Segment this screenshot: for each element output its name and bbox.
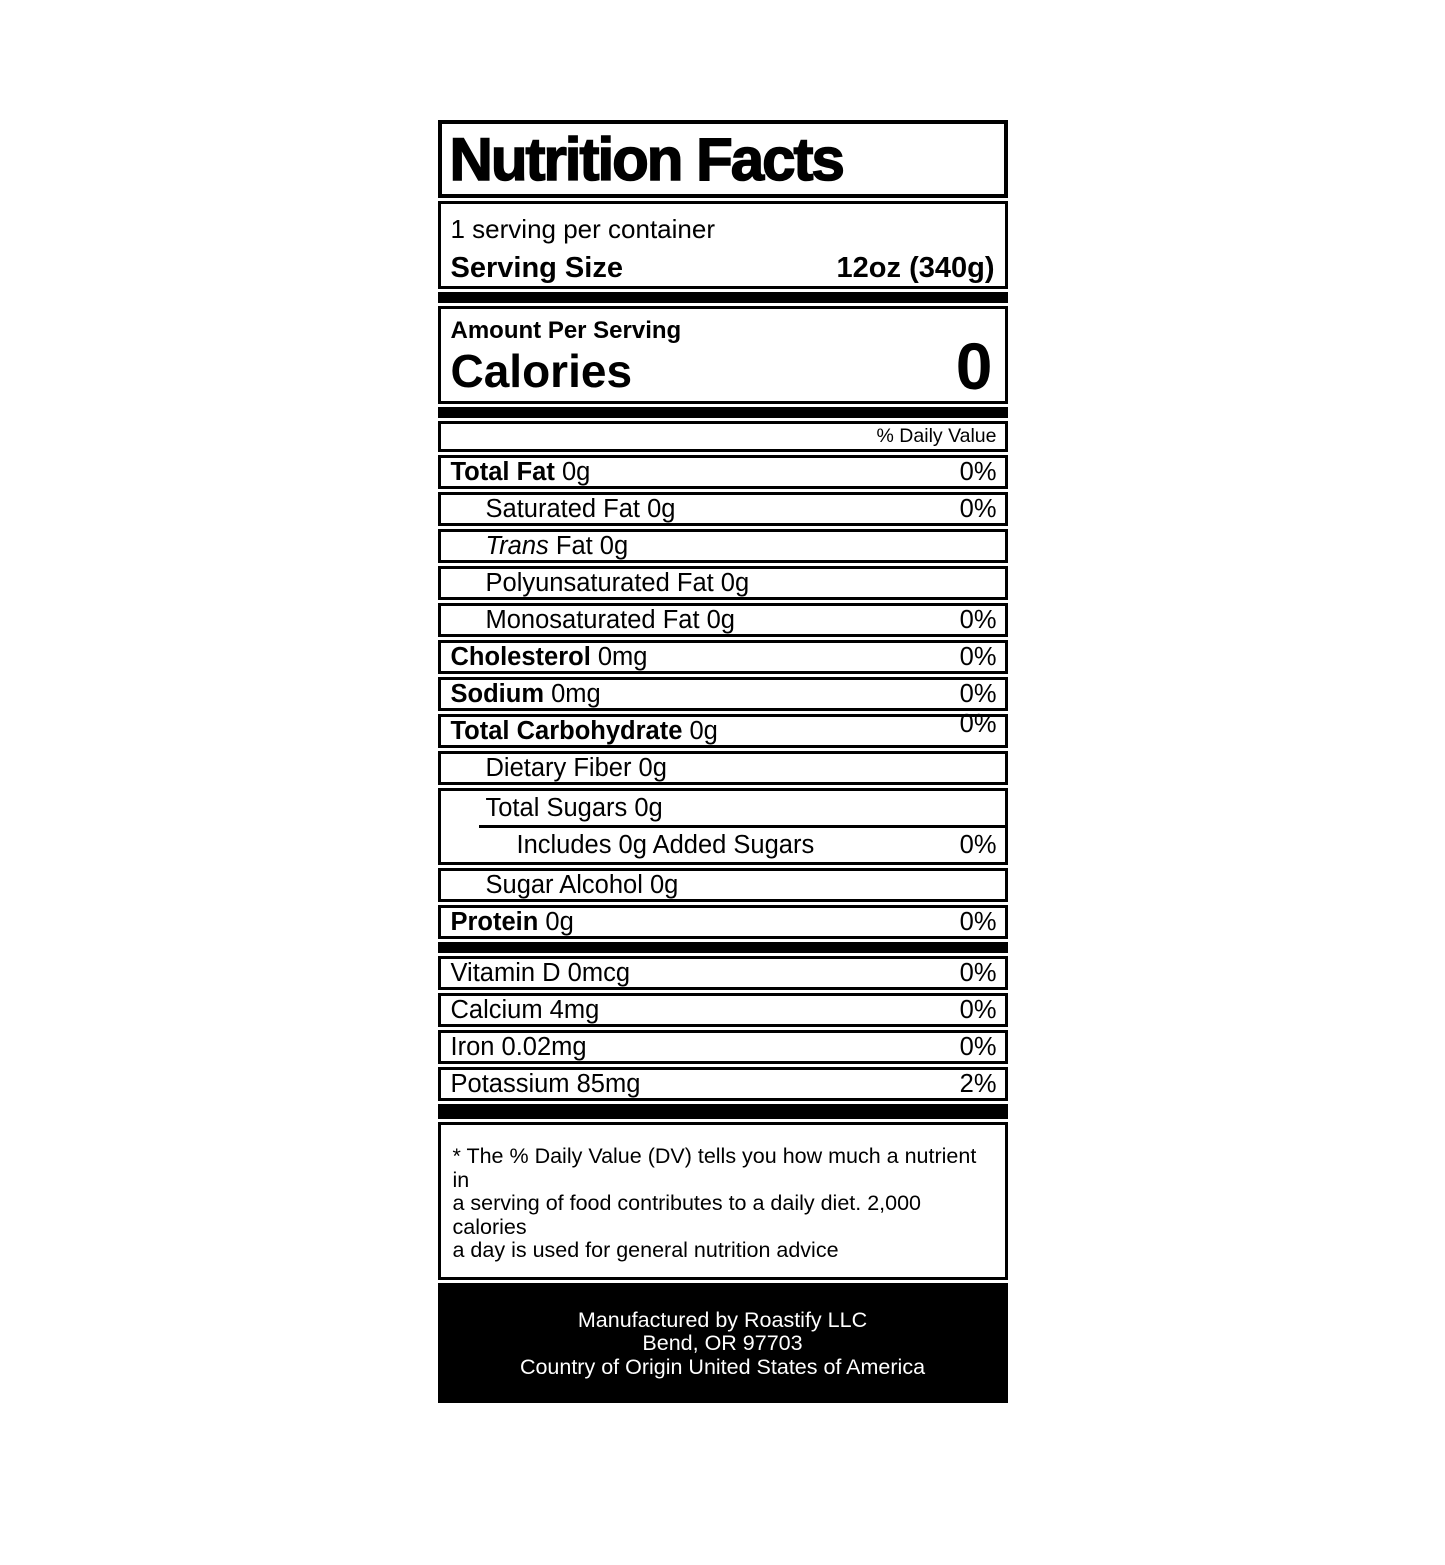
sugars-divider	[478, 825, 1005, 828]
serving-size-label: Serving Size	[450, 252, 623, 284]
nutrient-daily-value: 0%	[959, 642, 997, 671]
nutrient-name: Includes 0g Added Sugars	[516, 830, 815, 859]
nutrient-row-iron: Iron 0.02mg 0%	[437, 1030, 1008, 1064]
nutrient-daily-value: 0%	[959, 709, 997, 738]
nutrient-name: Calcium 4mg	[450, 995, 600, 1024]
daily-value-header: % Daily Value	[876, 425, 997, 447]
daily-value-footnote: * The % Daily Value (DV) tells you how m…	[437, 1122, 1008, 1280]
calories-box: Amount Per Serving Calories 0	[437, 306, 1008, 404]
nutrient-row-added-sugars: Includes 0g Added Sugars 0%	[441, 828, 1005, 862]
nutrient-daily-value: 0%	[959, 830, 997, 859]
title-box: Nutrition Facts	[437, 120, 1008, 198]
manufacturer-line: Bend, OR 97703	[642, 1331, 803, 1355]
nutrient-daily-value: 0%	[959, 995, 997, 1024]
nutrient-daily-value: 0%	[959, 457, 997, 486]
nutrient-name: Trans Fat 0g	[485, 531, 629, 560]
divider-bar	[437, 407, 1008, 418]
nutrient-name: Iron 0.02mg	[450, 1032, 587, 1061]
serving-info-box: 1 serving per container Serving Size 12o…	[437, 201, 1008, 289]
footnote-line: a day is used for general nutrition advi…	[452, 1238, 839, 1262]
serving-size-value: 12oz (340g)	[836, 252, 995, 284]
divider-bar	[437, 1104, 1008, 1119]
nutrient-row-monosaturated-fat: Monosaturated Fat 0g 0%	[437, 603, 1008, 637]
nutrient-daily-value: 0%	[959, 907, 997, 936]
nutrient-row-sugar-alcohol: Sugar Alcohol 0g	[437, 868, 1008, 902]
footnote-line: * The % Daily Value (DV) tells you how m…	[452, 1144, 977, 1192]
nutrient-name: Dietary Fiber 0g	[485, 753, 667, 782]
nutrient-daily-value: 0%	[959, 494, 997, 523]
nutrient-row-sodium: Sodium 0mg 0%	[437, 677, 1008, 711]
nutrient-row-vitamin-d: Vitamin D 0mcg 0%	[437, 956, 1008, 990]
amount-per-serving-label: Amount Per Serving	[450, 317, 682, 344]
nutrient-name: Saturated Fat 0g	[485, 494, 676, 523]
nutrient-name: Vitamin D 0mcg	[450, 958, 631, 987]
nutrient-daily-value: 0%	[959, 958, 997, 987]
sugars-box: Total Sugars 0g Includes 0g Added Sugars…	[437, 788, 1008, 865]
manufacturer-line: Manufactured by Roastify LLC	[577, 1307, 868, 1332]
nutrient-row-calcium: Calcium 4mg 0%	[437, 993, 1008, 1027]
nutrient-row-saturated-fat: Saturated Fat 0g 0%	[437, 492, 1008, 526]
divider-bar	[437, 942, 1008, 953]
nutrient-name: Monosaturated Fat 0g	[485, 605, 735, 634]
nutrient-name: Total Fat 0g	[450, 457, 591, 486]
serving-size-row: Serving Size 12oz (340g)	[451, 251, 995, 285]
nutrient-name: Polyunsaturated Fat 0g	[485, 568, 750, 597]
divider-bar	[437, 292, 1008, 303]
nutrient-name: Cholesterol 0mg	[450, 642, 648, 671]
nutrient-name: Total Sugars 0g	[485, 793, 663, 822]
nutrient-daily-value: 2%	[959, 1069, 997, 1098]
nutrient-row-cholesterol: Cholesterol 0mg 0%	[437, 640, 1008, 674]
daily-value-header-row: % Daily Value	[437, 421, 1008, 452]
nutrient-row-protein: Protein 0g 0%	[437, 905, 1008, 939]
nutrient-name: Sugar Alcohol 0g	[485, 870, 679, 899]
nutrient-row-total-fat: Total Fat 0g 0%	[437, 455, 1008, 489]
nutrient-row-total-sugars: Total Sugars 0g	[441, 791, 1005, 825]
nutrient-daily-value: 0%	[959, 605, 997, 634]
nutrient-name: Sodium 0mg	[450, 679, 601, 708]
calories-label: Calories	[450, 345, 633, 397]
nutrient-name: Total Carbohydrate 0g	[450, 716, 718, 745]
nutrient-row-potassium: Potassium 85mg 2%	[437, 1067, 1008, 1101]
nutrient-row-trans-fat: Trans Fat 0g	[437, 529, 1008, 563]
manufacturer-line: Country of Origin United States of Ameri…	[519, 1354, 926, 1379]
nutrient-daily-value: 0%	[959, 1032, 997, 1061]
servings-per-container: 1 serving per container	[450, 214, 715, 244]
footnote-line: a serving of food contributes to a daily…	[452, 1191, 922, 1239]
calories-value: 0	[955, 329, 993, 403]
nutrient-name: Potassium 85mg	[450, 1069, 641, 1098]
page-title: Nutrition Facts	[449, 125, 846, 194]
manufacturer-footer: Manufactured by Roastify LLC Bend, OR 97…	[437, 1282, 1008, 1403]
nutrition-facts-label: Nutrition Facts 1 serving per container …	[437, 120, 1008, 1403]
nutrient-name: Protein 0g	[450, 907, 574, 936]
nutrient-row-total-carbohydrate: Total Carbohydrate 0g 0%	[437, 710, 1008, 748]
nutrient-row-dietary-fiber: Dietary Fiber 0g	[437, 751, 1008, 785]
nutrient-row-polyunsaturated-fat: Polyunsaturated Fat 0g	[437, 566, 1008, 600]
nutrient-daily-value: 0%	[959, 679, 997, 708]
